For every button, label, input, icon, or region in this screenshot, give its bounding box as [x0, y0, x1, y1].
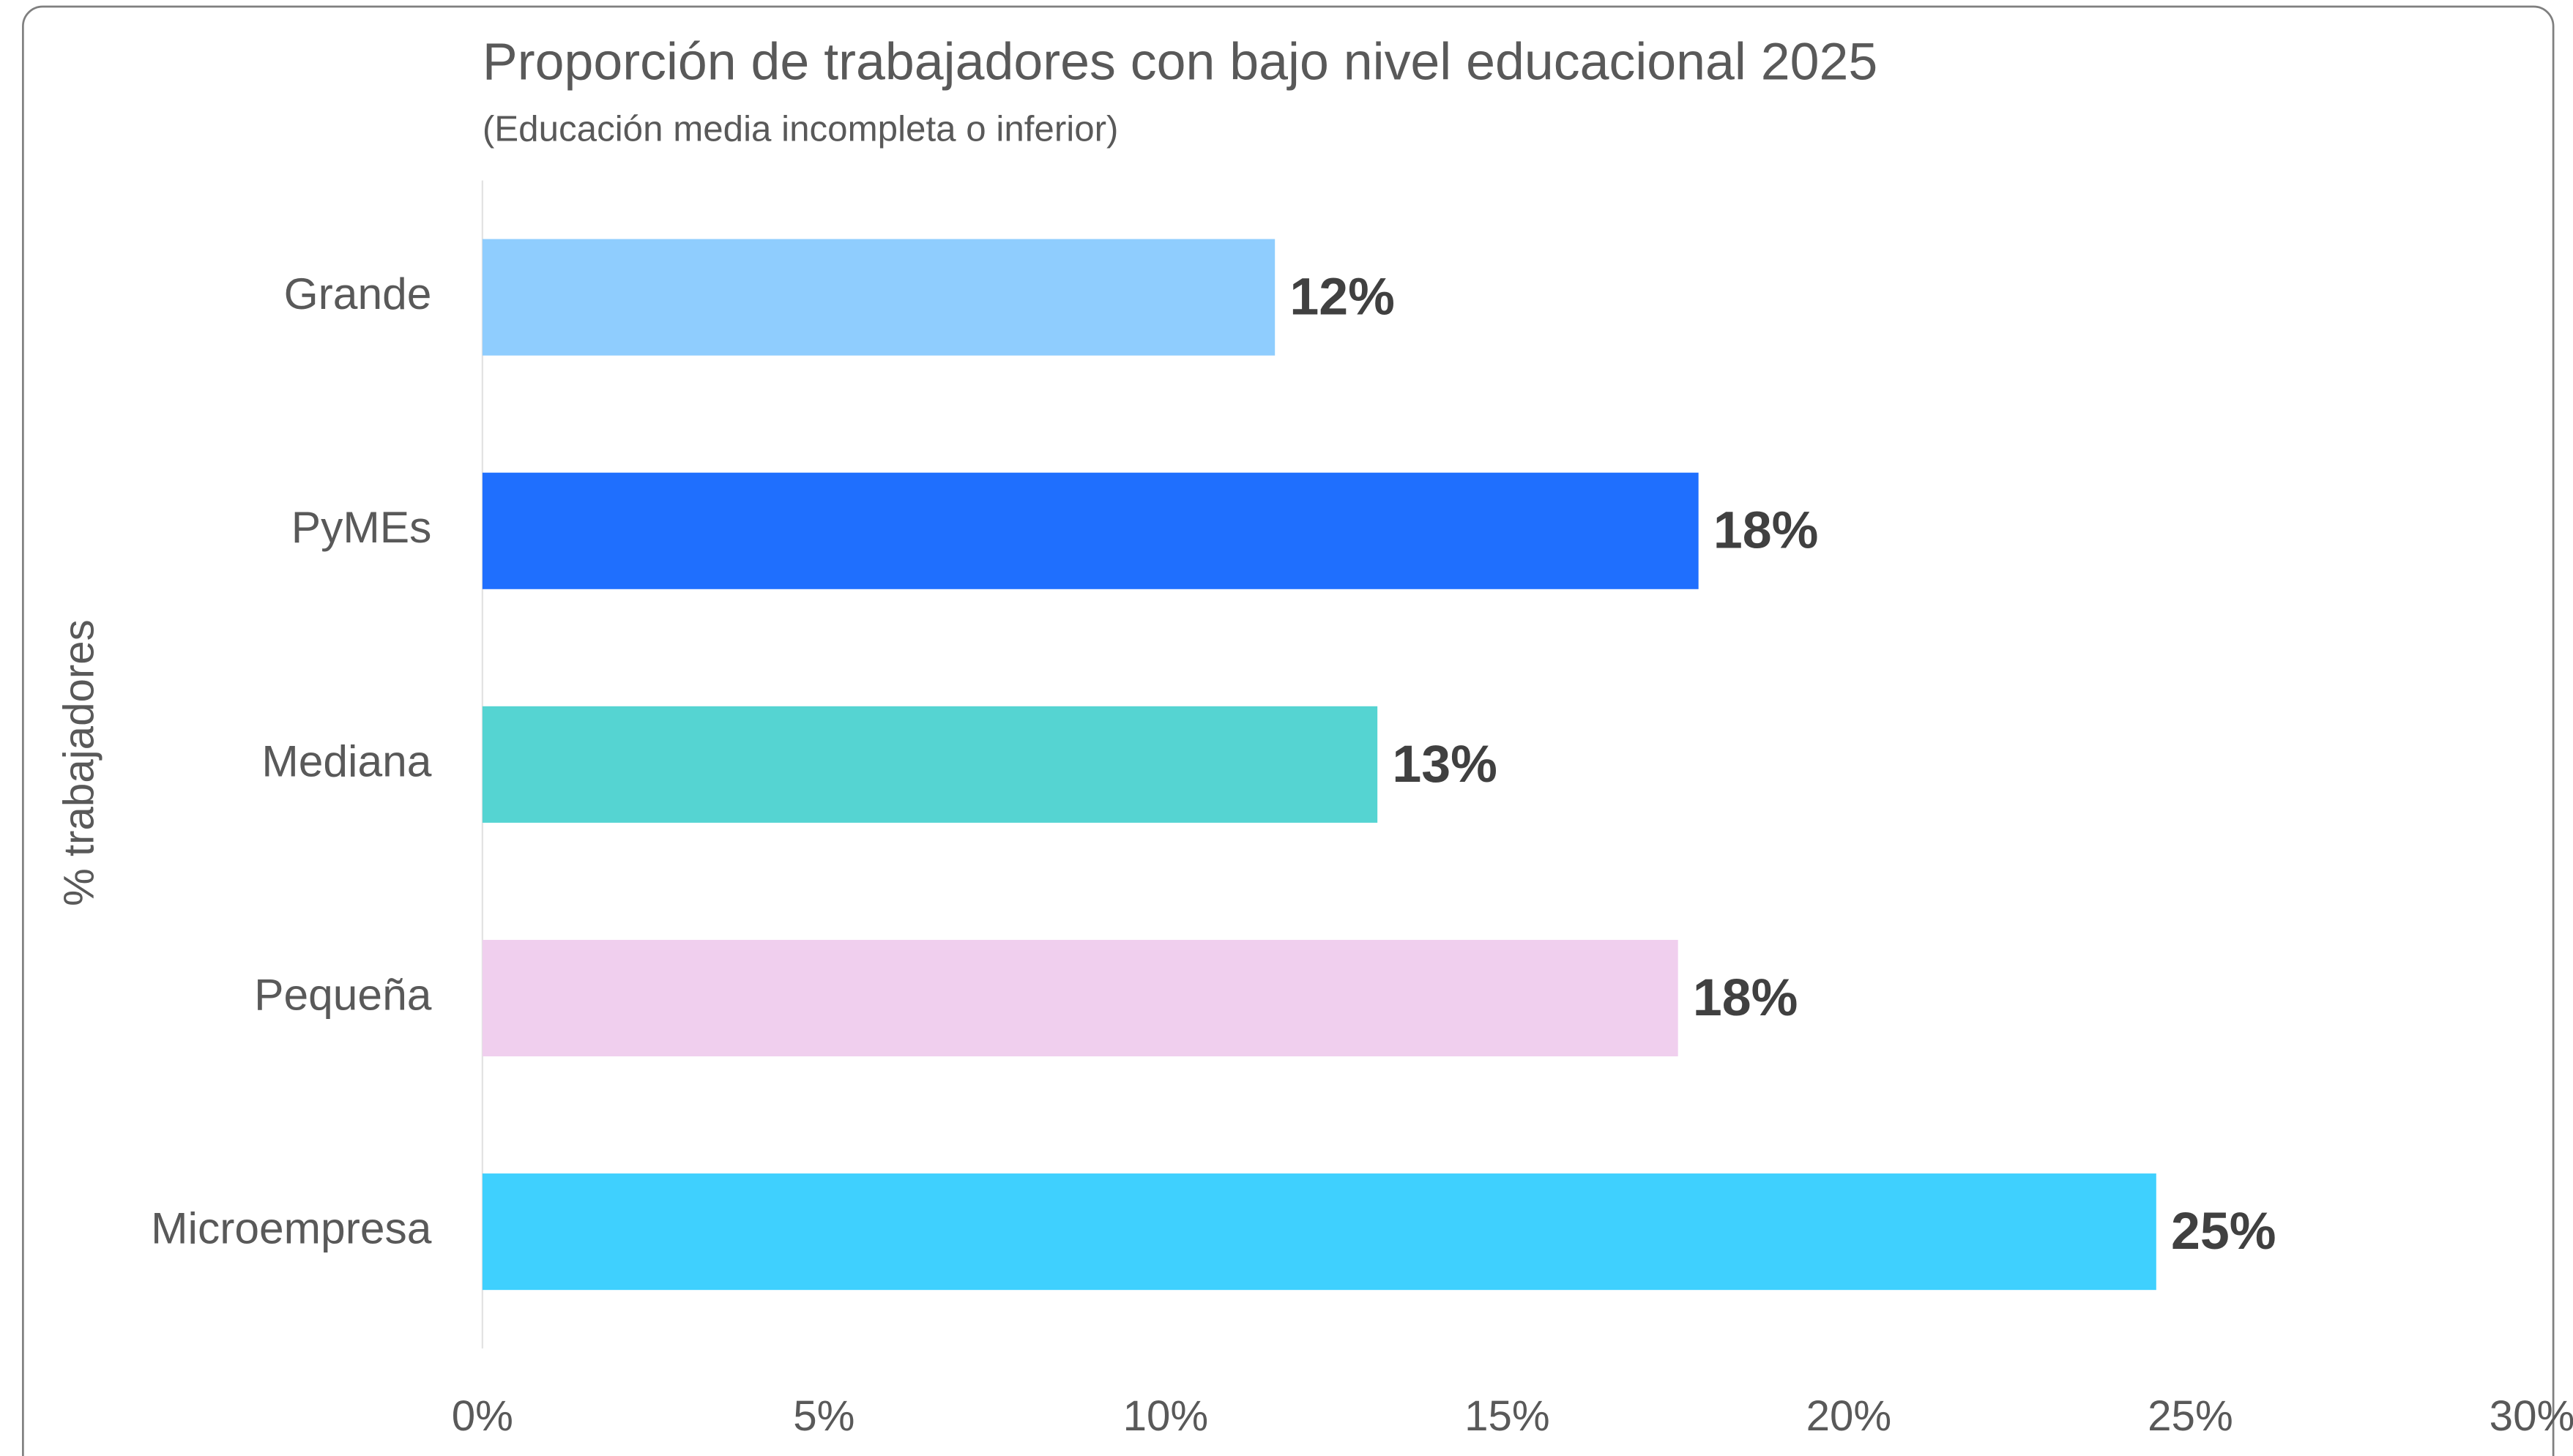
bar: [482, 239, 1276, 356]
chart-subtitle: (Educación media incompleta o inferior): [483, 108, 1119, 149]
x-tick-label: 10%: [1123, 1392, 1209, 1440]
y-tick-label: Grande: [284, 269, 432, 318]
value-label: 12%: [1289, 268, 1395, 326]
y-tick-label: Mediana: [261, 736, 431, 785]
x-tick-label: 30%: [2490, 1392, 2573, 1440]
y-tick-label: Microempresa: [151, 1203, 432, 1253]
y-tick-label: PyMEs: [291, 502, 432, 552]
x-tick-label: 5%: [793, 1392, 854, 1440]
value-label: 18%: [1693, 968, 1798, 1027]
x-tick-label: 25%: [2148, 1392, 2233, 1440]
chart-title: Proporción de trabajadores con bajo nive…: [483, 33, 1877, 92]
x-tick-label: 15%: [1464, 1392, 1550, 1440]
bar: [482, 706, 1378, 823]
value-label: 13%: [1392, 735, 1497, 794]
y-axis-label: % trabajadores: [55, 619, 103, 906]
bar: [482, 1173, 2156, 1291]
value-label: 18%: [1713, 501, 1819, 560]
bar: [482, 472, 1699, 589]
x-tick-label: 20%: [1806, 1392, 1892, 1440]
x-tick-label: 0%: [452, 1392, 513, 1440]
value-label: 25%: [2171, 1202, 2276, 1261]
y-tick-label: Pequeña: [254, 969, 432, 1019]
bar: [482, 939, 1678, 1057]
